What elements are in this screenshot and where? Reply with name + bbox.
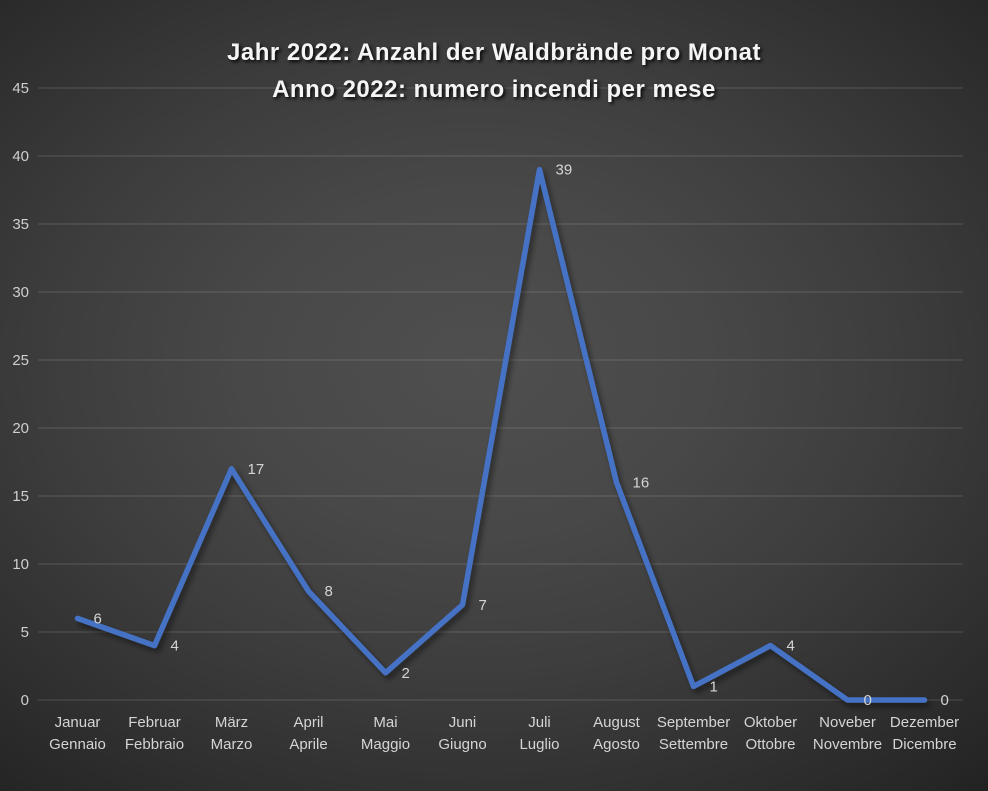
data-point-label: 16 [633,474,650,491]
y-axis-tick-label: 15 [12,488,29,505]
data-point-label: 0 [864,692,872,709]
y-axis-tick-label: 45 [12,80,29,97]
x-axis-label-de: Noveber [819,714,876,731]
y-axis-tick-label: 5 [21,624,29,641]
x-axis-label-it: Ottobre [745,736,795,753]
x-axis-label-de: August [593,714,641,731]
x-axis-label-it: Marzo [211,736,253,753]
y-axis-tick-label: 25 [12,352,29,369]
data-point-label: 4 [171,638,179,655]
data-point-label: 2 [402,665,410,682]
data-point-label: 8 [325,583,333,600]
x-axis-label-it: Dicembre [892,736,956,753]
x-axis-label-de: Mai [373,714,397,731]
x-axis-label-de: Oktober [744,714,797,731]
x-axis-label-de: Juli [528,714,551,731]
data-series-line [74,166,928,703]
x-axis-label-it: Luglio [519,736,559,753]
x-axis-label-it: Giugno [438,736,486,753]
x-axis-label-it: Novembre [813,736,882,753]
chart-title-line2: Anno 2022: numero incendi per mese [272,76,716,103]
x-axis-label-it: Maggio [361,736,410,753]
chart-title-line1: Jahr 2022: Anzahl der Waldbrände pro Mon… [227,39,761,66]
y-axis-tick-label: 40 [12,148,29,165]
x-axis-label-it: Gennaio [49,736,106,753]
data-point-label: 6 [94,610,102,627]
x-axis-label-de: September [657,714,730,731]
data-point-label: 1 [710,678,718,695]
x-axis-label-it: Febbraio [125,736,184,753]
x-axis-label-de: Dezember [890,714,959,731]
x-axis-label-it: Settembre [659,736,728,753]
chart-title: Jahr 2022: Anzahl der Waldbrände pro Mon… [0,34,988,108]
x-axis-label-it: Agosto [593,736,640,753]
x-axis-label-de: Februar [128,714,181,731]
data-point-label: 39 [556,162,573,179]
x-axis-label-de: März [215,714,248,731]
x-axis-label-de: Januar [55,714,101,731]
data-point-label: 0 [941,692,949,709]
data-point-label: 7 [479,597,487,614]
y-axis-tick-label: 0 [21,692,29,709]
x-axis-label-it: Aprile [289,736,327,753]
x-axis-label-de: April [293,714,323,731]
x-axis-label-de: Juni [449,714,477,731]
data-point-label: 17 [248,461,265,478]
y-axis-tick-label: 35 [12,216,29,233]
data-point-label: 4 [787,638,795,655]
y-axis-tick-label: 10 [12,556,29,573]
y-axis-tick-label: 20 [12,420,29,437]
y-axis-tick-label: 30 [12,284,29,301]
